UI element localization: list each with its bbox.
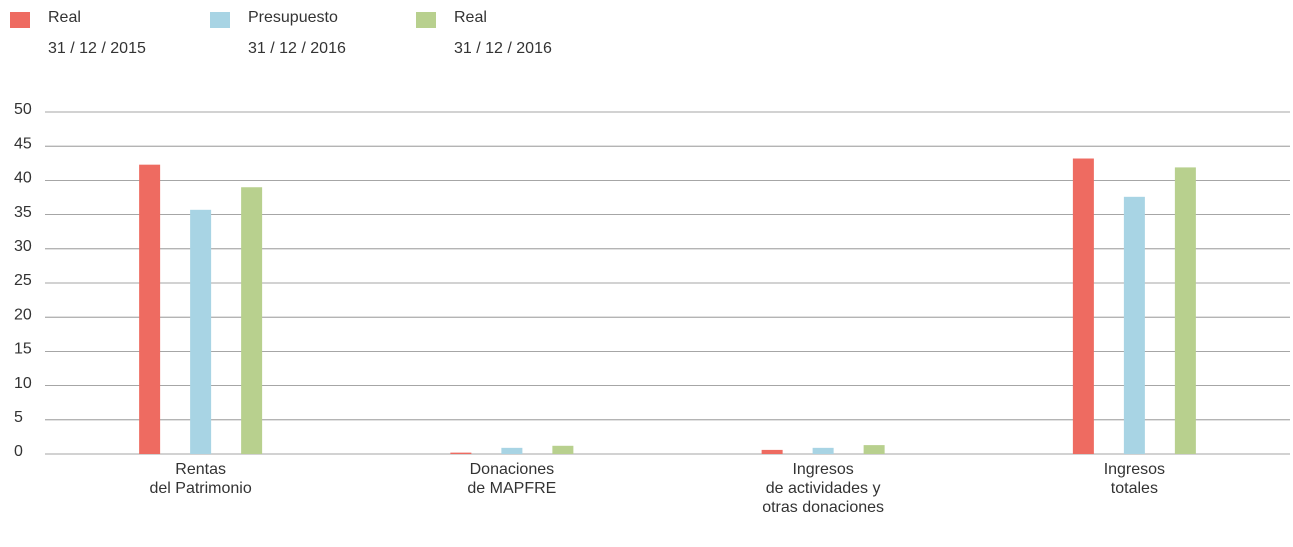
x-tick-label: de MAPFRE — [467, 480, 556, 497]
x-tick-label: de actividades y — [766, 480, 881, 497]
x-tick-label: Donaciones — [470, 461, 555, 478]
bar — [812, 447, 834, 454]
y-tick-label: 30 — [14, 238, 32, 255]
legend-label: Real — [454, 9, 487, 26]
bar — [501, 447, 523, 454]
y-tick-label: 20 — [14, 306, 32, 323]
bar — [1123, 196, 1145, 455]
y-tick-label: 45 — [14, 135, 32, 152]
x-tick-label: totales — [1111, 480, 1158, 497]
legend-swatch — [10, 12, 30, 28]
bar — [450, 452, 472, 454]
x-tick-label: del Patrimonio — [149, 480, 251, 497]
bar — [1174, 167, 1196, 455]
x-tick-label: Ingresos — [792, 461, 853, 478]
legend-date: 31 / 12 / 2016 — [454, 40, 552, 57]
x-tick-label: Rentas — [175, 461, 226, 478]
bar — [761, 449, 783, 454]
x-tick-label: Ingresos — [1104, 461, 1165, 478]
y-tick-label: 50 — [14, 101, 32, 118]
y-tick-label: 0 — [14, 443, 23, 460]
bar — [552, 445, 574, 454]
legend-date: 31 / 12 / 2015 — [48, 40, 146, 57]
y-tick-label: 5 — [14, 409, 23, 426]
legend-label: Presupuesto — [248, 9, 338, 26]
legend-label: Real — [48, 9, 81, 26]
legend-swatch — [210, 12, 230, 28]
bar — [1072, 158, 1094, 454]
y-tick-label: 40 — [14, 170, 32, 187]
bar — [241, 187, 263, 455]
x-tick-label: otras donaciones — [762, 499, 884, 516]
bar — [190, 209, 212, 454]
y-tick-label: 15 — [14, 341, 32, 358]
y-tick-label: 10 — [14, 375, 32, 392]
legend-swatch — [416, 12, 436, 28]
bar — [139, 164, 161, 454]
bar — [863, 445, 885, 454]
legend-date: 31 / 12 / 2016 — [248, 40, 346, 57]
y-tick-label: 35 — [14, 204, 32, 221]
y-tick-label: 25 — [14, 272, 32, 289]
